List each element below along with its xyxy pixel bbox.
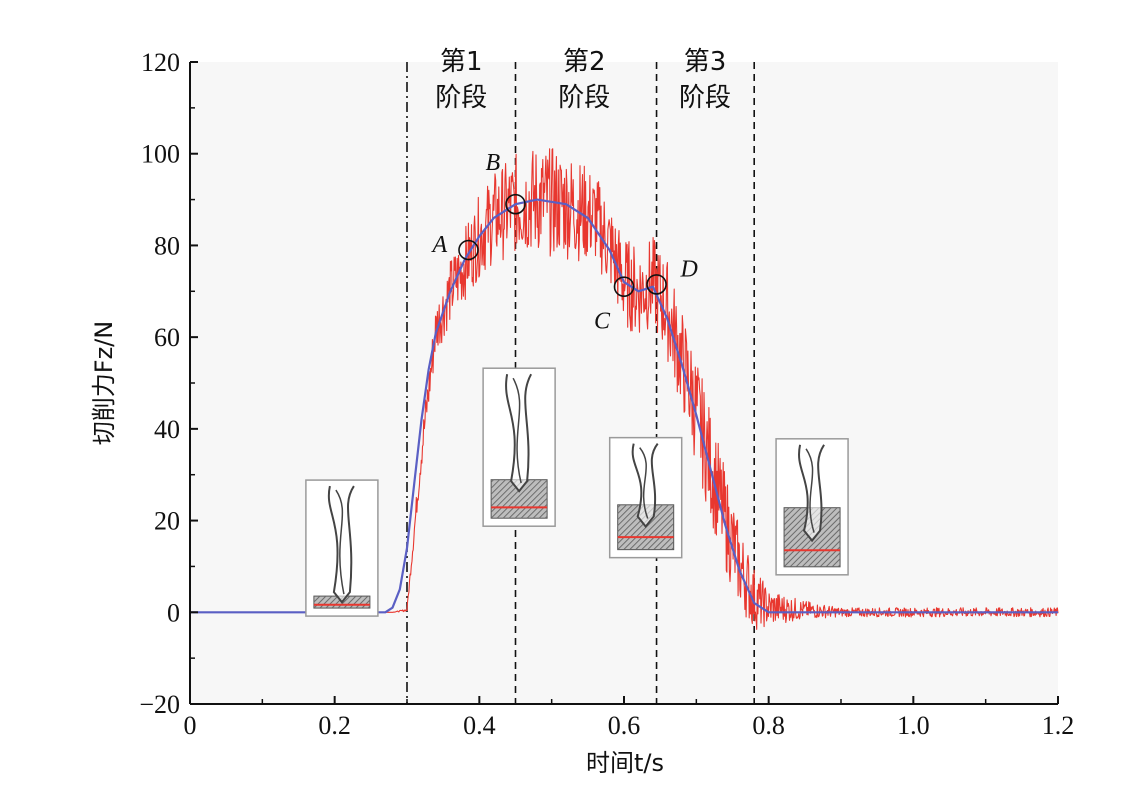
y-axis-title: 切削力Fz/N — [90, 321, 118, 445]
stage-3-label-line1: 第3 — [684, 47, 727, 77]
stage-2-label-line1: 第2 — [563, 47, 606, 77]
y-tick-label: 100 — [141, 140, 180, 169]
inset-tool-stage1-end-hatch — [491, 479, 512, 501]
x-tick-label: 1.0 — [897, 711, 930, 740]
stage-2-label-line2: 阶段 — [558, 83, 610, 113]
inset-tool-before-entry-hatch — [349, 596, 363, 609]
inset-tool-stage1-end-tool — [505, 373, 532, 493]
inset-tool-before-entry-hatch — [355, 596, 369, 609]
inset-tool-exit-hatch — [813, 540, 841, 567]
inset-tool-before-entry-hatch — [367, 605, 370, 609]
inset-tool-stage1-end-hatch — [491, 479, 518, 507]
y-tick-label: 0 — [167, 598, 180, 627]
stage-1-label-line1: 第1 — [440, 47, 483, 77]
y-tick-label: 20 — [154, 507, 180, 536]
point-c-marker — [613, 276, 635, 298]
inset-tool-stage1-end-hatch — [538, 509, 548, 519]
inset-tool-exit-hatch — [784, 507, 814, 538]
inset-tool-stage1-end-flute — [512, 377, 522, 484]
inset-tool-before-entry — [305, 479, 379, 617]
inset-tool-before-entry-hatch — [343, 596, 357, 609]
inset-tool-stage1-end-hatch — [508, 479, 548, 519]
inset-tool-stage2-end-hatch — [653, 528, 674, 550]
y-tick-label: 60 — [154, 323, 180, 352]
inset-tool-exit-flute — [805, 448, 815, 533]
smoothed-force-series — [190, 198, 1058, 614]
inset-tool-before-entry-hatch — [361, 599, 370, 609]
inset-tool-stage2-end-hatch — [617, 504, 639, 527]
inset-tool-stage1-end-hatch — [526, 497, 548, 519]
x-axis-title: 时间t/s — [586, 749, 664, 777]
x-tick-label: 0.4 — [463, 711, 496, 740]
y-tick-label: 80 — [154, 231, 180, 260]
inset-tool-exit-hatch — [819, 546, 841, 567]
stage-3-label-line2: 阶段 — [679, 83, 731, 113]
inset-tool-before-entry-flute — [335, 489, 345, 595]
inset-tool-exit-hatch — [825, 552, 841, 567]
smoothed-force-line — [190, 198, 1058, 614]
stage-boundary-lines — [406, 62, 756, 704]
inset-tool-stage2-end-hatch — [635, 510, 674, 550]
inset-tool-exit — [775, 438, 849, 576]
inset-tool-stage2-end-hatch — [647, 522, 674, 550]
inset-tool-stage2-end-hatch — [617, 504, 633, 521]
inset-tool-stage1-end-hatch — [532, 503, 548, 519]
inset-tool-exit-hatch — [784, 507, 838, 562]
inset-tool-before-entry-hatch — [325, 596, 339, 609]
inset-tool-stage1-end-hatch — [514, 485, 548, 519]
inset-tool-before-entry-hatch — [313, 596, 327, 609]
inset-tool-stage1-end — [482, 367, 556, 527]
inset-tool-stage2-end-hatch — [617, 504, 645, 533]
point-b-label: B — [486, 150, 501, 176]
point-a-marker — [458, 239, 479, 261]
inset-tool-exit-hatch — [789, 516, 841, 567]
stage-labels: 第1 阶段 第2 阶段 第3 阶段 — [435, 47, 731, 113]
point-d-marker — [646, 274, 667, 295]
inset-tool-exit-hatch — [784, 507, 802, 526]
inset-tool-exit-hatch — [807, 534, 841, 567]
inset-tool-stage2-end-flute — [639, 447, 649, 519]
x-tick-label: 1.2 — [1042, 711, 1075, 740]
inset-tool-stage2-end-hatch — [665, 540, 674, 550]
inset-tool-exit-hatch — [795, 522, 841, 567]
inset-tool-stage2-end-hatch — [641, 516, 674, 550]
inset-tool-stage1-end-hatch — [496, 479, 536, 519]
x-tick-label: 0.6 — [608, 711, 641, 740]
inset-tool-before-entry-hatch — [337, 596, 351, 609]
y-tick-label: 40 — [154, 415, 180, 444]
inset-tool-before-entry-hatch — [319, 596, 333, 609]
stage-1-label-line2: 阶段 — [435, 83, 487, 113]
inset-tool-stage1-end-hatch — [502, 479, 542, 519]
inset-tool-stage1-end-hatch — [491, 479, 506, 495]
tool-insets — [305, 367, 849, 617]
inset-tool-before-entry-tool — [327, 485, 355, 604]
inset-tool-stage2-end — [608, 436, 683, 559]
x-tick-label: 0 — [184, 711, 197, 740]
x-tick-label: 0.8 — [752, 711, 785, 740]
inset-tool-exit-hatch — [784, 507, 796, 520]
y-tick-label: 120 — [141, 48, 180, 77]
inset-tool-exit-hatch — [784, 507, 808, 532]
inset-tool-stage2-end-hatch — [659, 534, 674, 550]
inset-tool-stage1-end-hatch — [520, 491, 548, 519]
inset-tool-before-entry-hatch — [313, 596, 321, 603]
point-d-label: D — [680, 256, 698, 282]
inset-tool-stage2-end-tool — [631, 443, 659, 529]
inset-tool-exit-hatch — [801, 528, 841, 567]
point-a-label: A — [430, 232, 447, 258]
point-c-label: C — [594, 309, 611, 335]
inset-tool-stage2-end-hatch — [629, 504, 674, 550]
y-tick-label: −20 — [139, 690, 180, 719]
inset-tool-stage1-end-hatch — [491, 479, 500, 489]
x-tick-label: 0.2 — [318, 711, 351, 740]
point-b-marker — [505, 193, 526, 215]
inset-tool-exit-tool — [798, 444, 825, 543]
inset-tool-stage2-end-hatch — [617, 504, 627, 515]
marked-points: A B C D — [430, 150, 697, 335]
